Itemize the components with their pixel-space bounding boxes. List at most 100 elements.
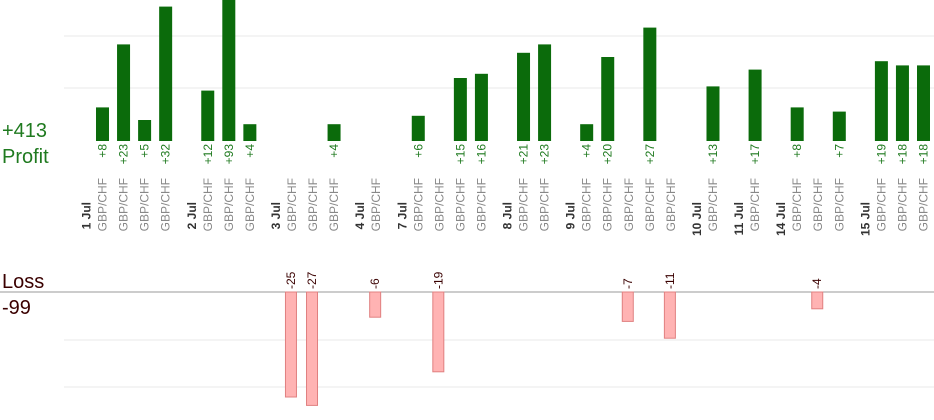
pair-label: GBP/CHF [411,178,425,231]
pair-label: GBP/CHF [832,178,846,231]
value-label: +5 [138,144,152,158]
value-label: +8 [790,144,804,158]
value-label: -4 [810,278,824,289]
date-label: 10 Jul [690,202,704,236]
profit-bar[interactable] [96,107,109,141]
value-label: +21 [517,144,531,165]
profit-bar[interactable] [411,115,425,141]
date-label: 11 Jul [732,202,746,235]
value-label: -7 [621,278,635,289]
value-label: +15 [453,144,467,165]
date-label: 9 Jul [564,202,578,229]
value-label: +20 [601,144,615,165]
profit-bar[interactable] [790,107,804,141]
pair-label: GBP/CHF [895,178,909,231]
pair-label: GBP/CHF [117,178,131,231]
value-label: -19 [431,271,445,289]
value-label: +4 [580,144,594,158]
profit-bar[interactable] [117,44,131,141]
profit-bar[interactable] [643,27,657,142]
pair-label: GBP/CHF [96,178,110,231]
pair-label: GBP/CHF [327,178,341,231]
loss-bar[interactable] [663,291,676,339]
profit-bar[interactable] [327,124,341,141]
date-label: 8 Jul [501,202,515,229]
value-label: +8 [96,144,110,158]
pair-label: GBP/CHF [580,178,594,231]
pair-label: GBP/CHF [790,178,804,231]
value-label: +93 [222,144,236,165]
pair-label: GBP/CHF [453,178,467,231]
loss-total: -99 [2,297,31,319]
date-label: 1 Jul [80,202,94,229]
profit-bar[interactable] [222,0,236,141]
pair-label: GBP/CHF [622,178,636,231]
date-label: 7 Jul [395,202,409,229]
value-label: +18 [895,144,909,165]
value-label: +6 [411,144,425,158]
profit-total: +413 [2,120,47,142]
value-label: +17 [748,144,762,165]
pair-label: GBP/CHF [917,178,931,231]
profit-bar[interactable] [138,120,152,141]
date-label: 15 Jul [858,202,872,236]
value-label: +12 [201,144,215,165]
pair-label: GBP/CHF [706,178,720,231]
profit-bar[interactable] [601,57,615,141]
date-label: 4 Jul [353,202,367,229]
loss-bar[interactable] [306,291,319,406]
loss-bar[interactable] [811,291,824,310]
value-label: +19 [874,144,888,165]
profit-bar[interactable] [474,73,488,141]
pair-label: GBP/CHF [243,178,257,231]
value-label: -25 [284,271,298,289]
pair-label: GBP/CHF [201,178,215,231]
pair-label: GBP/CHF [517,178,531,231]
loss-bar[interactable] [432,291,445,373]
profit-bar[interactable] [517,52,531,141]
pair-label: GBP/CHF [601,178,615,231]
pair-label: GBP/CHF [664,178,678,231]
value-label: -11 [663,272,677,289]
pair-label: GBP/CHF [159,178,173,231]
date-label: 14 Jul [774,202,788,236]
pair-label: GBP/CHF [474,178,488,231]
date-label: 3 Jul [269,202,283,229]
pair-label: GBP/CHF [432,178,446,231]
value-label: +4 [243,144,257,158]
loss-bar[interactable] [621,291,634,322]
pair-label: GBP/CHF [285,178,299,231]
profit-bar[interactable] [895,65,909,141]
profit-bar[interactable] [538,44,552,141]
profit-bar[interactable] [243,124,257,141]
profit-bar[interactable] [706,86,720,141]
profit-bar[interactable] [832,111,846,141]
pair-label: GBP/CHF [369,178,383,231]
bars [96,0,930,406]
pair-label: GBP/CHF [222,178,236,231]
pair-label: GBP/CHF [138,178,152,231]
pair-label: GBP/CHF [538,178,552,231]
value-label: +16 [474,144,488,165]
pair-label: GBP/CHF [306,178,320,231]
value-label: -27 [305,271,319,289]
profit-bar[interactable] [453,78,467,141]
profit-bar[interactable] [917,65,930,141]
loss-bar[interactable] [284,291,297,398]
profit-bar[interactable] [874,61,888,142]
value-label: +27 [643,144,657,165]
value-label: -6 [368,278,382,289]
loss-bar[interactable] [369,291,382,318]
profit-bar[interactable] [201,90,215,141]
date-label: 2 Jul [185,202,199,229]
loss-label: Loss [2,271,44,293]
profit-bar[interactable] [748,69,762,141]
profit-bar[interactable] [159,6,173,141]
profit-label: Profit [2,146,49,168]
value-label: +7 [832,144,846,158]
profit-bar[interactable] [580,124,594,141]
value-label: +23 [117,144,131,165]
pair-label: GBP/CHF [748,178,762,231]
